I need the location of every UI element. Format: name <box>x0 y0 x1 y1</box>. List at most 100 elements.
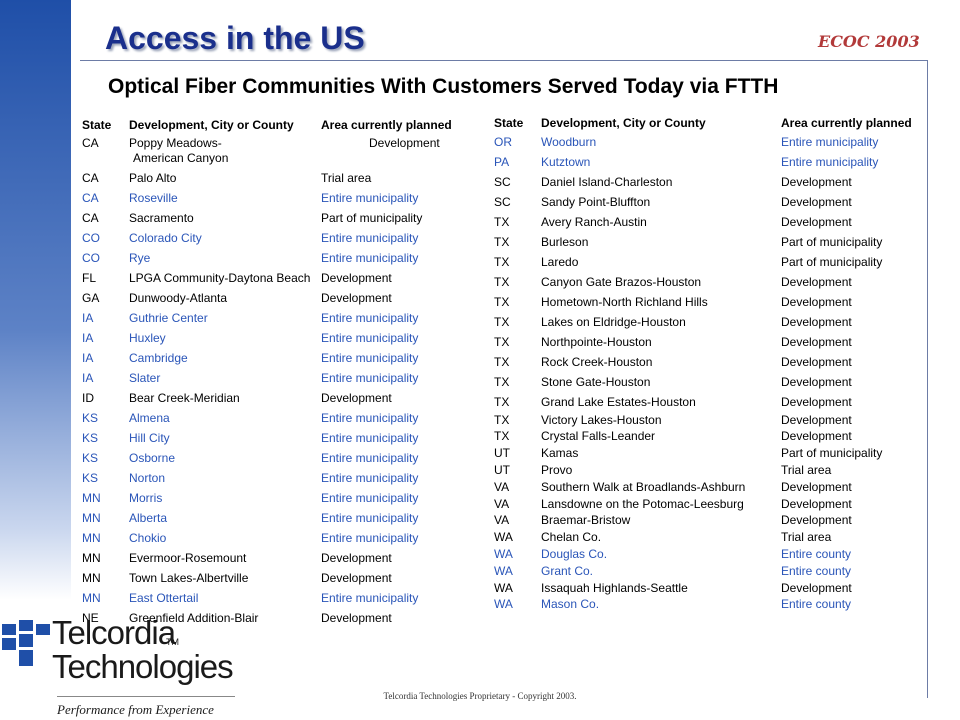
left-row-name: Rye <box>129 251 151 265</box>
left-row-area: Entire municipality <box>321 191 419 205</box>
right-row-area: Development <box>781 175 852 189</box>
left-row-area: Entire municipality <box>321 591 419 605</box>
left-row-name: Hill City <box>129 431 170 445</box>
right-row-area: Part of municipality <box>781 235 883 249</box>
left-row-state: MN <box>82 511 101 525</box>
right-row-area: Trial area <box>781 463 832 477</box>
right-row-name: Grant Co. <box>541 564 594 578</box>
right-row-area: Development <box>781 395 852 409</box>
right-row-state: TX <box>494 375 510 389</box>
left-row-name: Roseville <box>129 191 178 205</box>
right-row-state: WA <box>494 530 513 544</box>
right-row-state: TX <box>494 355 510 369</box>
right-row-state: WA <box>494 547 513 561</box>
right-row-name: Douglas Co. <box>541 547 608 561</box>
left-row-name: Chokio <box>129 531 167 545</box>
right-row-state: TX <box>494 335 510 349</box>
left-row-area: Entire municipality <box>321 311 419 325</box>
left-row-name: Colorado City <box>129 231 202 245</box>
left-row-name: Guthrie Center <box>129 311 208 325</box>
right-row-area: Development <box>781 497 852 511</box>
right-row-area: Development <box>781 315 852 329</box>
right-row-name: Rock Creek-Houston <box>541 355 653 369</box>
left-row-name: Morris <box>129 491 163 505</box>
left-header-state: State <box>82 118 112 132</box>
left-row-area: Development <box>321 551 392 565</box>
right-row-area: Development <box>781 295 852 309</box>
right-row-state: TX <box>494 215 510 229</box>
right-row-state: WA <box>494 564 513 578</box>
right-row-name: Hometown-North Richland Hills <box>541 295 708 309</box>
left-row-state: KS <box>82 431 99 445</box>
right-row-area: Development <box>781 429 852 443</box>
right-row-state: PA <box>494 155 510 169</box>
left-row-area: Part of municipality <box>321 211 423 225</box>
right-row-state: UT <box>494 446 510 460</box>
left-row-name: LPGA Community-Daytona Beach <box>129 271 311 285</box>
left-row-state: KS <box>82 471 99 485</box>
left-row-area: Entire municipality <box>321 491 419 505</box>
left-row-state: IA <box>82 311 94 325</box>
right-row-name: Issaquah Highlands-Seattle <box>541 581 688 595</box>
right-row-area: Entire municipality <box>781 155 879 169</box>
right-row-name: Lakes on Eldridge-Houston <box>541 315 686 329</box>
left-row-state: IA <box>82 371 94 385</box>
slide-subtitle: Optical Fiber Communities With Customers… <box>108 75 779 98</box>
right-row-state: TX <box>494 413 510 427</box>
right-row-area: Development <box>781 215 852 229</box>
left-row-area: Entire municipality <box>321 331 419 345</box>
conference-label: ECOC 2003 <box>818 32 920 51</box>
left-row-name: Greenfield Addition-Blair <box>129 611 259 625</box>
left-row-name: Poppy Meadows- <box>129 136 222 150</box>
right-row-area: Development <box>781 581 852 595</box>
right-row-state: TX <box>494 275 510 289</box>
left-row-name: Palo Alto <box>129 171 177 185</box>
right-row-name: Victory Lakes-Houston <box>541 413 662 427</box>
copyright-footer: Telcordia Technologies Proprietary - Cop… <box>383 691 577 701</box>
right-row-area: Entire county <box>781 564 852 578</box>
left-row-state: MN <box>82 571 101 585</box>
left-row-area: Development <box>369 136 440 150</box>
right-row-name: Provo <box>541 463 573 477</box>
right-row-name: Woodburn <box>541 135 597 149</box>
left-row-name: Town Lakes-Albertville <box>129 571 249 585</box>
left-row-name: Slater <box>129 371 161 385</box>
right-row-state: TX <box>494 295 510 309</box>
right-row-state: OR <box>494 135 512 149</box>
left-row-state: NE <box>82 611 99 625</box>
right-row-name: Lansdowne on the Potomac-Leesburg <box>541 497 744 511</box>
left-row-area: Development <box>321 271 392 285</box>
left-row-state: MN <box>82 591 101 605</box>
logo-divider <box>57 696 235 697</box>
logo-wordmark-line1: Telcordia <box>52 614 176 651</box>
right-row-name: Kutztown <box>541 155 591 169</box>
left-row-name-continued: American Canyon <box>133 151 229 165</box>
logo-trademark: TM <box>166 637 179 647</box>
left-row-state: ID <box>82 391 94 405</box>
left-row-area: Trial area <box>321 171 372 185</box>
left-row-area: Entire municipality <box>321 431 419 445</box>
left-row-state: CO <box>82 231 100 245</box>
right-row-area: Entire county <box>781 597 852 611</box>
right-row-name: Southern Walk at Broadlands-Ashburn <box>541 480 746 494</box>
left-row-area: Entire municipality <box>321 231 419 245</box>
left-row-state: KS <box>82 411 99 425</box>
right-row-state: TX <box>494 395 510 409</box>
left-row-area: Entire municipality <box>321 531 419 545</box>
right-row-area: Development <box>781 375 852 389</box>
left-row-state: IA <box>82 331 94 345</box>
left-row-name: Bear Creek-Meridian <box>129 391 240 405</box>
left-row-state: MN <box>82 551 101 565</box>
right-row-state: SC <box>494 195 511 209</box>
right-row-state: TX <box>494 315 510 329</box>
left-header-area: Area currently planned <box>321 118 452 132</box>
left-row-state: MN <box>82 531 101 545</box>
left-row-state: KS <box>82 451 99 465</box>
left-row-area: Entire municipality <box>321 251 419 265</box>
right-row-name: Chelan Co. <box>541 530 602 544</box>
left-row-name: East Ottertail <box>129 591 199 605</box>
left-header-development: Development, City or County <box>129 118 294 132</box>
left-row-area: Development <box>321 611 392 625</box>
right-row-name: Northpointe-Houston <box>541 335 652 349</box>
right-row-state: TX <box>494 235 510 249</box>
